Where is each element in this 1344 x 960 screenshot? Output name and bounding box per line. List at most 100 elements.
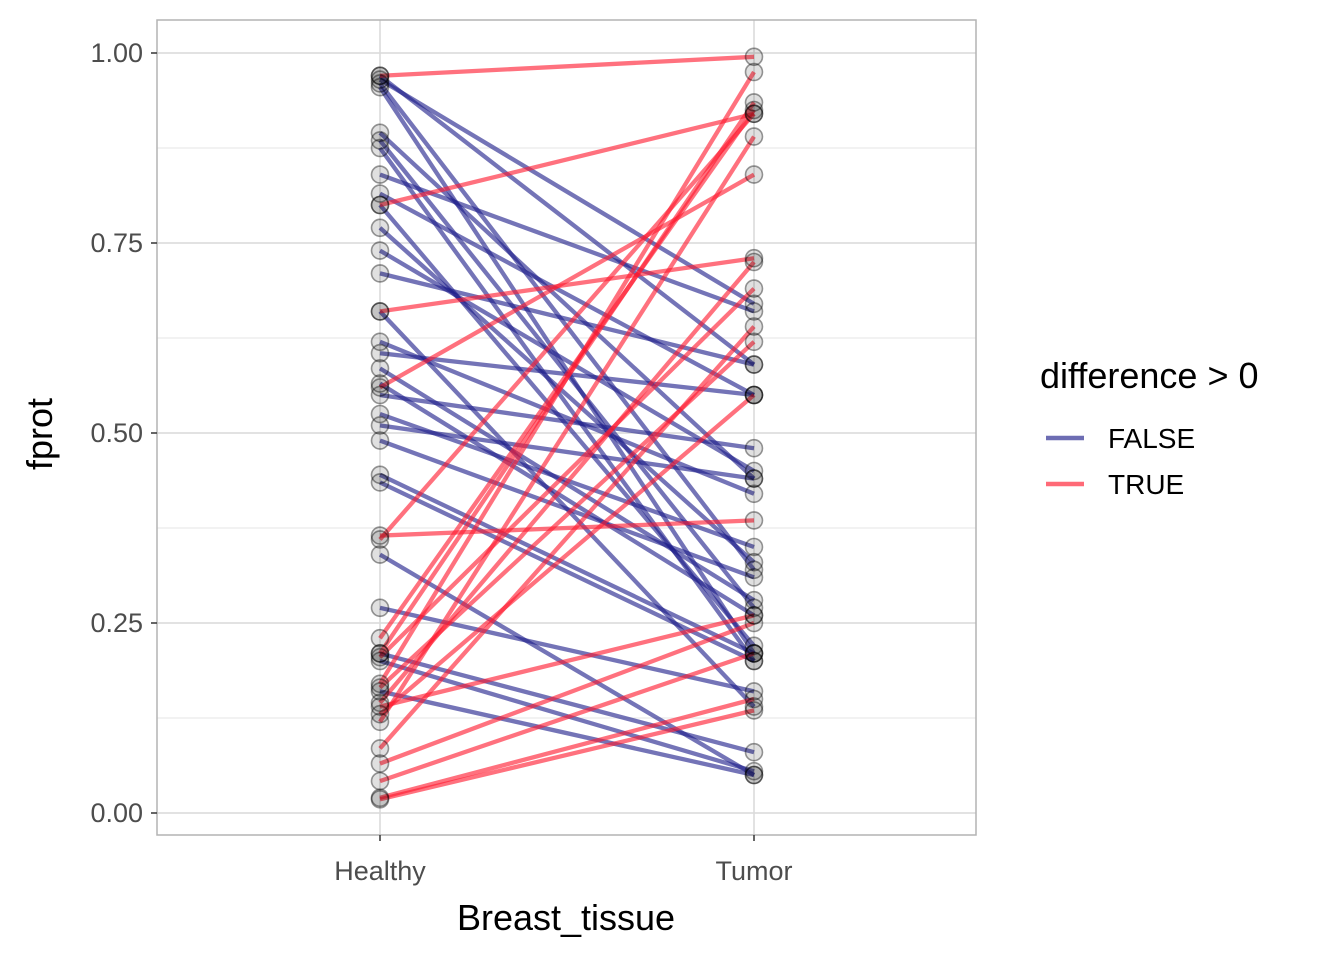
data-point [744, 765, 764, 785]
x-axis-ticks: Healthy Tumor [334, 835, 793, 886]
data-point [744, 385, 764, 405]
data-point [370, 385, 390, 405]
data-point [370, 302, 390, 321]
data-point [370, 302, 390, 321]
data-point [370, 416, 390, 435]
pair-line-true [378, 260, 756, 705]
data-point [370, 77, 390, 97]
data-point [744, 537, 764, 557]
data-point [744, 606, 764, 625]
data-point [370, 165, 390, 184]
legend-label-true: TRUE [1108, 469, 1184, 500]
pair-line-false [378, 86, 756, 655]
data-point [744, 279, 764, 298]
data-point [744, 355, 764, 374]
y-tick-label: 0.25 [90, 608, 143, 638]
data-point [370, 771, 390, 791]
y-tick-label: 0.00 [90, 798, 143, 828]
pair-line-false [378, 226, 756, 564]
data-point [370, 678, 390, 697]
data-point [370, 790, 390, 809]
pair-line-true [379, 518, 755, 538]
data-point [744, 93, 764, 112]
data-point [370, 704, 390, 724]
data-point [370, 754, 390, 773]
data-point [370, 264, 390, 283]
data-point [744, 689, 764, 709]
pair-line-true [379, 696, 755, 800]
pair-line-false [378, 74, 756, 367]
pair-line-true [379, 708, 755, 802]
pair-line-true [379, 620, 755, 766]
pair-line-true [378, 393, 756, 716]
data-point [744, 385, 764, 405]
data-point [370, 378, 390, 397]
data-point [744, 598, 764, 618]
data-point [370, 647, 390, 667]
data-point [744, 606, 764, 625]
data-point [370, 138, 390, 158]
x-axis-title: Breast_tissue [457, 897, 675, 938]
data-point [370, 651, 390, 671]
pair-line-false [378, 381, 756, 618]
data-point [744, 62, 764, 82]
data-point [370, 788, 390, 808]
data-point [744, 47, 764, 67]
data-point [744, 252, 764, 272]
data-point [744, 560, 764, 580]
pair-line-false [379, 689, 755, 778]
x-tick-label: Tumor [715, 856, 792, 886]
data-point [370, 74, 390, 93]
legend-title: difference > 0 [1040, 355, 1259, 396]
data-point [370, 241, 390, 260]
data-point [370, 70, 390, 89]
pair-line-true [379, 54, 755, 78]
pair-line-false [379, 651, 755, 755]
data-point [370, 66, 390, 86]
data-point [370, 628, 390, 648]
data-point [370, 195, 390, 215]
pair-lines [378, 54, 756, 802]
data-point [744, 165, 764, 184]
data-point [370, 404, 390, 424]
data-point [744, 697, 764, 716]
pair-line-true [379, 651, 755, 784]
data-point [744, 248, 764, 268]
data-points [370, 47, 764, 809]
data-point [370, 465, 390, 485]
data-point [370, 473, 390, 492]
pair-line-true [378, 325, 756, 750]
data-point [744, 742, 764, 762]
data-point [370, 697, 390, 716]
data-point [370, 598, 390, 618]
data-point [370, 123, 390, 143]
data-point [744, 104, 764, 124]
data-point [370, 712, 390, 732]
data-point [744, 651, 764, 671]
data-point [370, 131, 390, 150]
data-point [744, 644, 764, 663]
legend-entry-true: TRUE [1046, 469, 1184, 500]
data-point [744, 484, 764, 504]
data-point [744, 438, 764, 458]
panel-border [156, 19, 977, 836]
data-point [370, 693, 390, 713]
data-point [744, 469, 764, 488]
data-point [744, 644, 764, 663]
data-point [744, 636, 764, 656]
data-point [744, 568, 764, 587]
data-point [744, 511, 764, 530]
y-axis-ticks: 0.00 0.25 0.50 0.75 1.00 [90, 38, 157, 828]
data-point [370, 66, 390, 86]
legend-entry-false: FALSE [1046, 423, 1195, 454]
pair-line-true [378, 172, 756, 390]
pair-line-false [379, 472, 755, 656]
data-point [744, 127, 764, 146]
data-point [744, 701, 764, 720]
data-point [370, 343, 390, 363]
data-point [744, 644, 764, 663]
legend-label-false: FALSE [1108, 423, 1195, 454]
data-point [744, 317, 764, 336]
data-point [370, 184, 390, 203]
legend: difference > 0 FALSE TRUE [1040, 355, 1259, 500]
